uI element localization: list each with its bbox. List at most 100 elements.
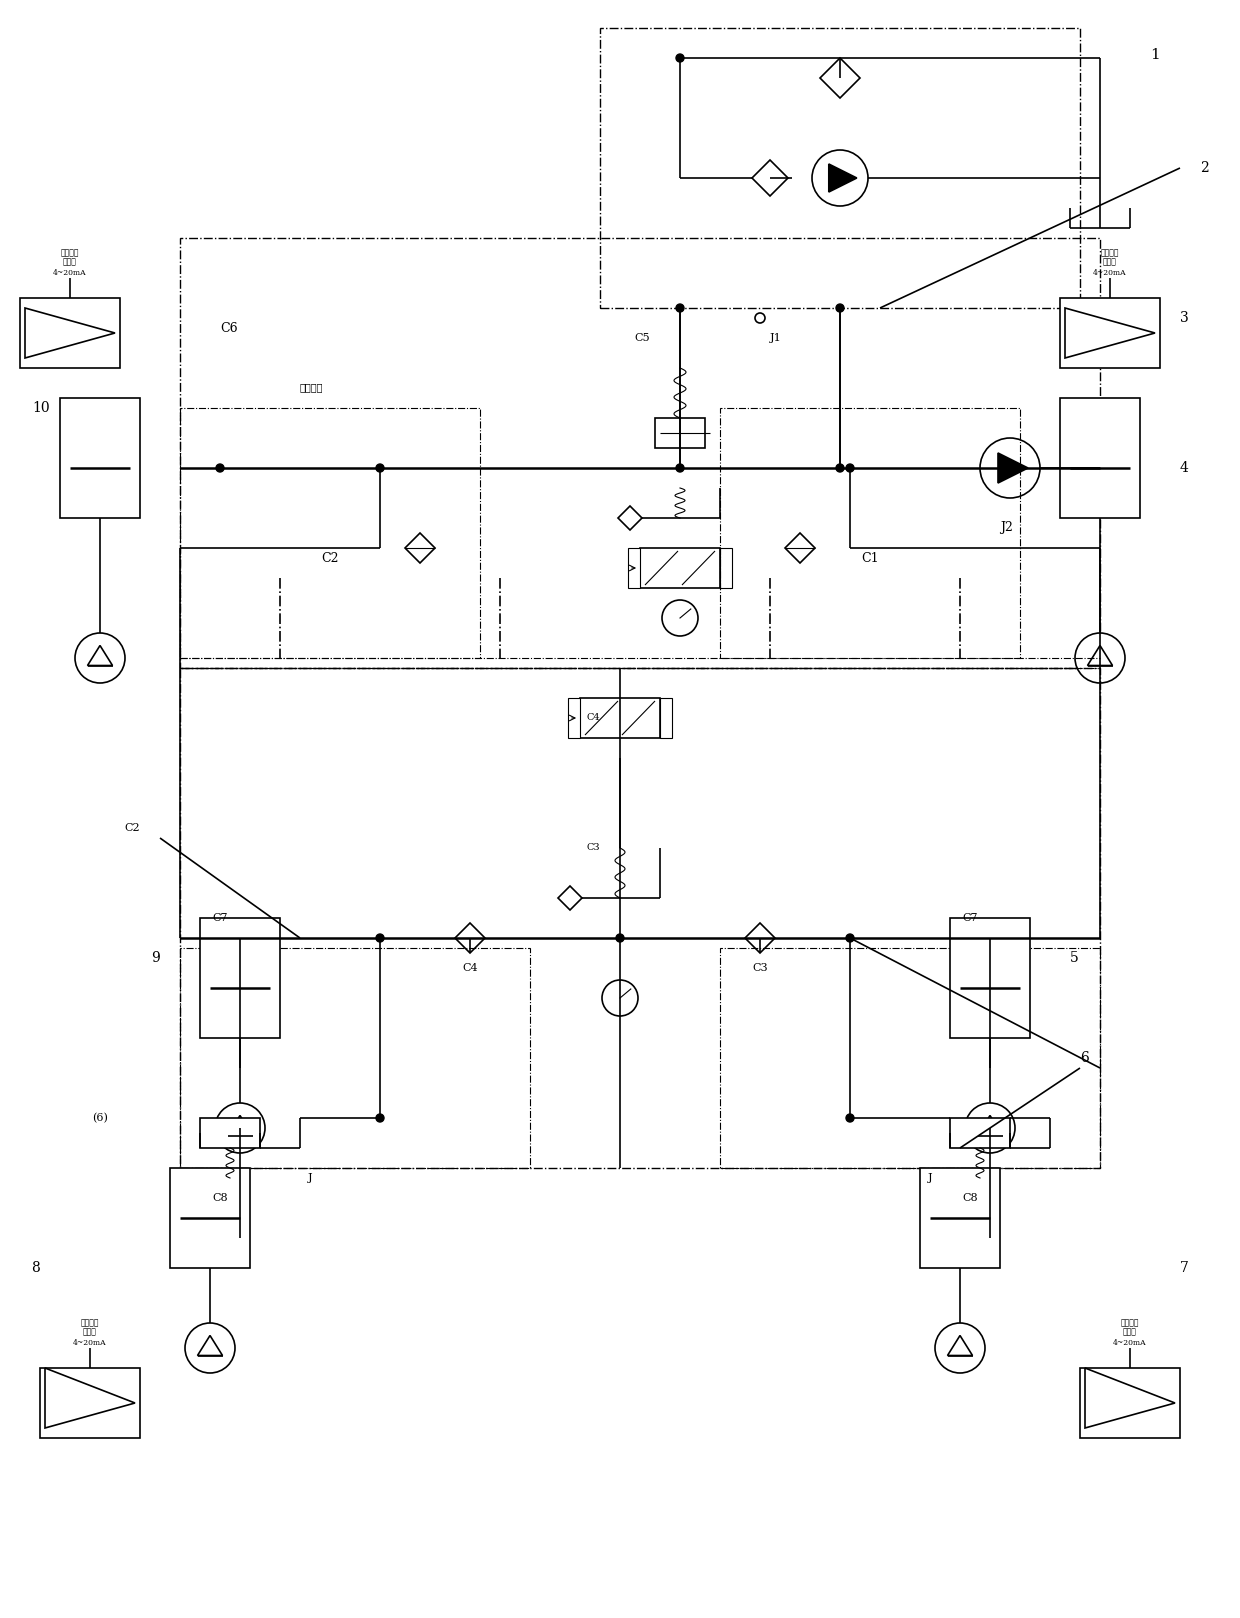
Bar <box>200 1118 260 1149</box>
Bar <box>200 917 280 1039</box>
Text: 9: 9 <box>151 951 160 964</box>
Polygon shape <box>745 922 775 953</box>
Circle shape <box>376 934 384 942</box>
Bar <box>920 1168 999 1269</box>
Polygon shape <box>1065 307 1154 358</box>
Circle shape <box>616 934 624 942</box>
Text: 8: 8 <box>31 1260 40 1275</box>
Text: (6): (6) <box>92 1113 108 1123</box>
Circle shape <box>216 464 224 472</box>
Polygon shape <box>227 1115 253 1136</box>
Bar <box>720 408 1021 659</box>
Polygon shape <box>88 646 113 665</box>
Polygon shape <box>977 1115 1002 1136</box>
Circle shape <box>846 464 854 472</box>
Bar <box>568 697 580 738</box>
Bar <box>950 917 1030 1039</box>
Circle shape <box>601 981 639 1016</box>
Bar <box>60 398 140 518</box>
Circle shape <box>935 1324 985 1374</box>
Text: 电液伺服
调节器: 电液伺服 调节器 <box>81 1319 99 1336</box>
Text: C4: C4 <box>587 714 600 723</box>
Bar <box>170 1168 250 1269</box>
Circle shape <box>676 53 684 61</box>
Polygon shape <box>1087 646 1112 665</box>
Text: C7: C7 <box>212 913 228 922</box>
Bar <box>950 1118 1011 1149</box>
Bar <box>40 1367 140 1438</box>
Polygon shape <box>820 58 861 99</box>
Bar <box>180 238 1100 668</box>
Bar <box>180 668 1100 1168</box>
Bar <box>180 408 480 659</box>
Text: 4~20mA: 4~20mA <box>1114 1340 1147 1348</box>
Polygon shape <box>828 163 857 193</box>
Polygon shape <box>558 887 582 909</box>
Bar <box>640 549 720 587</box>
Text: 10: 10 <box>32 401 50 414</box>
Text: C3: C3 <box>587 843 600 853</box>
Text: C8: C8 <box>962 1192 978 1204</box>
Circle shape <box>965 1103 1016 1154</box>
Polygon shape <box>785 532 815 563</box>
Polygon shape <box>998 453 1028 484</box>
Text: J1: J1 <box>770 333 781 343</box>
Text: C5: C5 <box>635 333 650 343</box>
Bar <box>660 697 672 738</box>
Text: 1: 1 <box>1149 49 1159 61</box>
Circle shape <box>836 464 844 472</box>
Circle shape <box>1075 633 1125 683</box>
Text: 电液伺服
调节器: 电液伺服 调节器 <box>61 249 79 267</box>
Circle shape <box>836 304 844 312</box>
Text: J: J <box>928 1173 932 1183</box>
Bar <box>1060 298 1159 367</box>
Bar <box>720 948 1100 1168</box>
Text: C2: C2 <box>124 824 140 833</box>
Polygon shape <box>618 506 642 531</box>
Bar <box>580 697 660 738</box>
Text: J: J <box>308 1173 312 1183</box>
Text: 5: 5 <box>1070 951 1079 964</box>
Text: C2: C2 <box>321 552 339 565</box>
Circle shape <box>676 464 684 472</box>
Text: 3: 3 <box>1180 311 1189 325</box>
Circle shape <box>980 438 1040 498</box>
Text: 电液伺服
调节器: 电液伺服 调节器 <box>1101 249 1120 267</box>
Polygon shape <box>1085 1367 1176 1429</box>
Text: 2: 2 <box>1200 162 1209 175</box>
Text: C1: C1 <box>862 552 879 565</box>
Text: 6: 6 <box>1080 1052 1089 1065</box>
Polygon shape <box>751 160 787 196</box>
Bar <box>720 549 732 587</box>
Text: 主控模块: 主控模块 <box>300 383 324 393</box>
Text: 4~20mA: 4~20mA <box>73 1340 107 1348</box>
Text: 电液伺服
调节器: 电液伺服 调节器 <box>1121 1319 1140 1336</box>
Bar <box>180 948 529 1168</box>
Circle shape <box>215 1103 265 1154</box>
Circle shape <box>376 1115 384 1121</box>
Polygon shape <box>405 532 435 563</box>
Text: C4: C4 <box>463 963 477 972</box>
Circle shape <box>846 934 854 942</box>
Circle shape <box>812 150 868 205</box>
Bar <box>627 549 640 587</box>
Circle shape <box>185 1324 236 1374</box>
Circle shape <box>74 633 125 683</box>
Text: C7: C7 <box>962 913 978 922</box>
Circle shape <box>846 1115 854 1121</box>
Polygon shape <box>947 1335 972 1356</box>
Circle shape <box>755 312 765 324</box>
Text: C3: C3 <box>753 963 768 972</box>
Text: 4~20mA: 4~20mA <box>1094 269 1127 277</box>
Text: C6: C6 <box>219 322 238 335</box>
Circle shape <box>676 304 684 312</box>
Text: 4: 4 <box>1180 461 1189 476</box>
Text: 4~20mA: 4~20mA <box>53 269 87 277</box>
Text: 7: 7 <box>1180 1260 1189 1275</box>
Text: C8: C8 <box>212 1192 228 1204</box>
Bar <box>600 28 1080 307</box>
Polygon shape <box>25 307 115 358</box>
Text: J2: J2 <box>999 521 1013 534</box>
Polygon shape <box>455 922 485 953</box>
Bar <box>1060 398 1140 518</box>
